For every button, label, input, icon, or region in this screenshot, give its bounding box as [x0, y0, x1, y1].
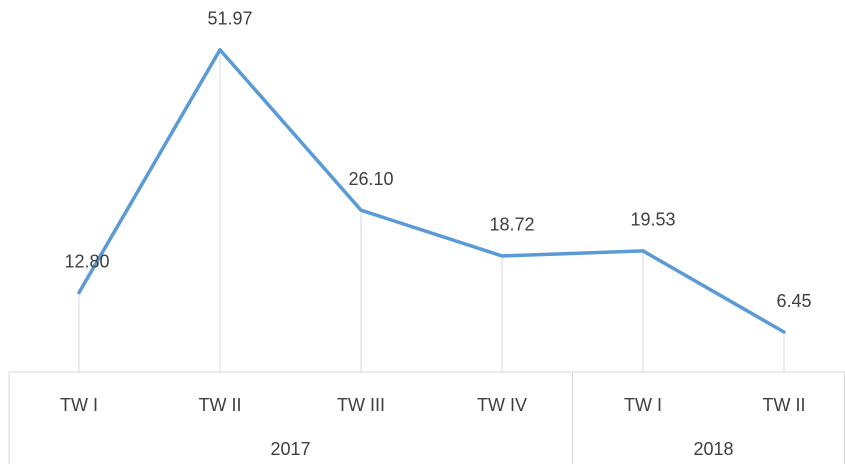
x-tick-label: TW I: [60, 395, 98, 415]
data-label: 51.97: [207, 9, 252, 29]
data-line: [77, 48, 786, 334]
x-tick-label: TW III: [337, 395, 385, 415]
x-tick-label: TW I: [624, 395, 662, 415]
data-label: 18.72: [489, 215, 534, 235]
x-tick-label: TW II: [763, 395, 806, 415]
group-label: 2017: [270, 439, 310, 459]
data-label: 12.80: [64, 251, 109, 271]
data-label: 6.45: [776, 291, 811, 311]
x-tick-label: TW IV: [477, 395, 527, 415]
group-label: 2018: [693, 439, 733, 459]
data-label: 26.10: [348, 169, 393, 189]
x-tick-label: TW II: [199, 395, 242, 415]
data-label: 19.53: [630, 210, 675, 230]
